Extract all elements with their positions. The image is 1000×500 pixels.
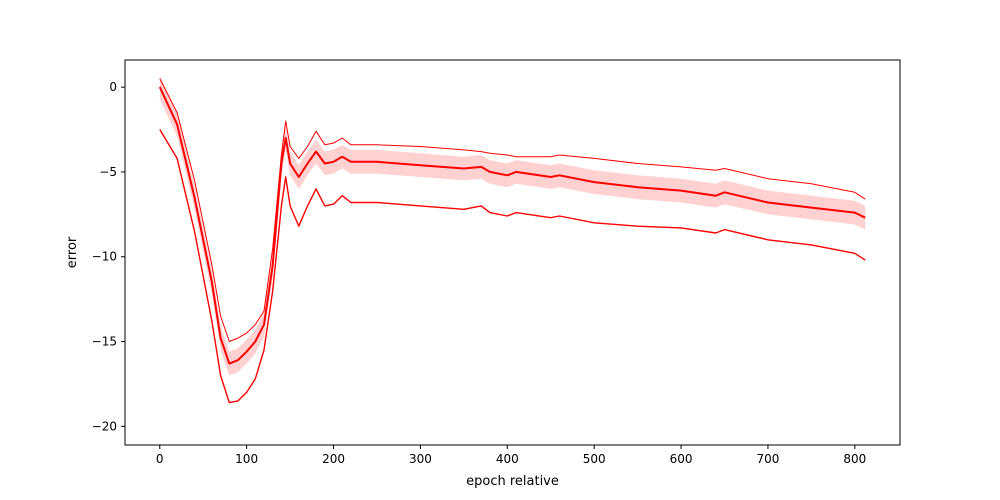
mean-band — [159, 75, 866, 376]
mean-series-line — [158, 86, 866, 365]
x-tick-label: 700 — [756, 452, 779, 466]
x-tick-label: 100 — [235, 452, 258, 466]
plot-area — [158, 75, 866, 404]
upper-series-line — [159, 78, 866, 342]
lower-series-line — [159, 129, 866, 404]
plot-frame — [124, 59, 901, 446]
x-tick-label: 400 — [496, 452, 519, 466]
y-tick-label: −10 — [92, 250, 117, 264]
y-tick-label: 0 — [109, 80, 117, 94]
x-tick-label: 500 — [583, 452, 606, 466]
y-tick-label: −5 — [99, 165, 117, 179]
x-tick-label: 200 — [322, 452, 345, 466]
y-tick-label: −15 — [92, 335, 117, 349]
y-axis-label: error — [65, 236, 80, 268]
x-axis-label: epoch relative — [466, 474, 559, 489]
y-axis-ticks: 0 −5 −10 −15 −20 — [92, 80, 125, 433]
y-tick-label: −20 — [92, 419, 117, 433]
x-tick-label: 800 — [843, 452, 866, 466]
x-axis-ticks: 0 100 200 300 400 500 600 700 800 — [156, 445, 866, 466]
x-tick-label: 600 — [670, 452, 693, 466]
x-tick-label: 300 — [409, 452, 432, 466]
x-tick-label: 0 — [156, 452, 164, 466]
